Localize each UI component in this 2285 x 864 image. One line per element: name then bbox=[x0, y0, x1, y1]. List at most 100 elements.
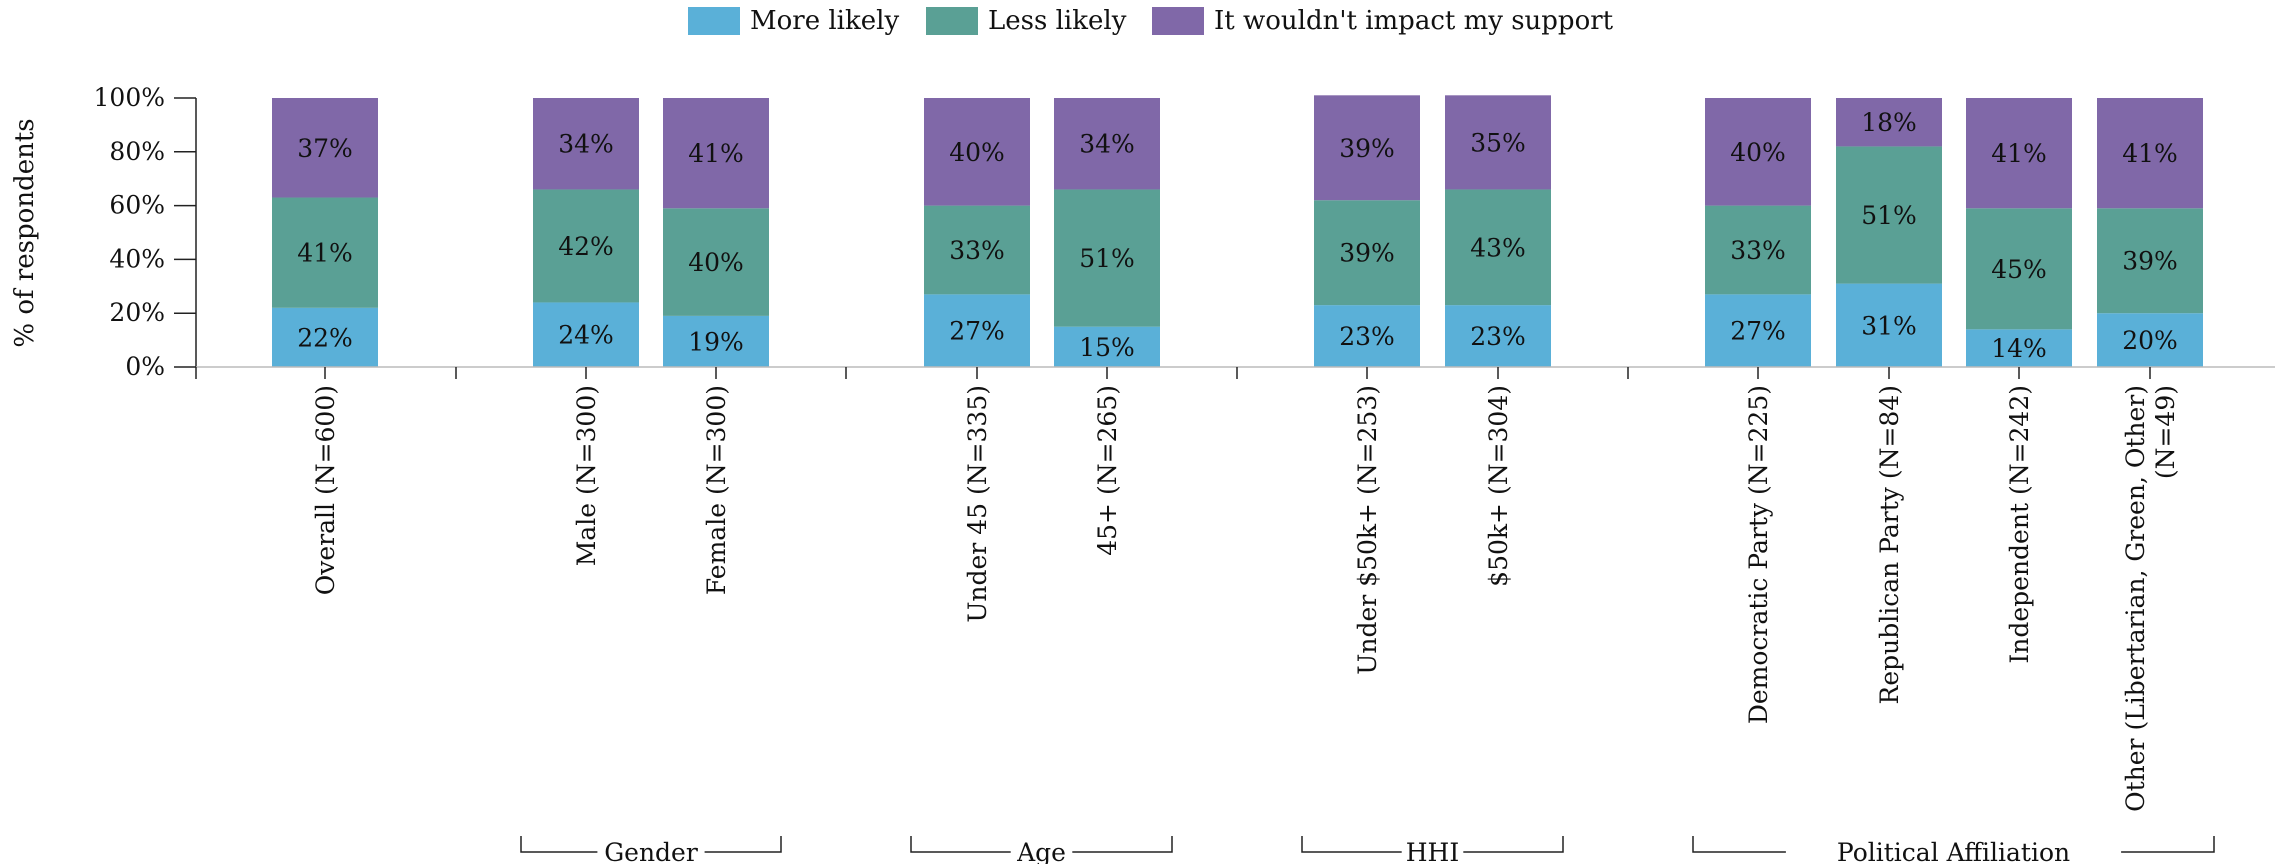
legend-swatch-no-impact bbox=[1152, 7, 1204, 35]
data-label: 22% bbox=[297, 323, 353, 352]
bar-segment bbox=[1314, 200, 1420, 306]
group-bracket-left bbox=[520, 836, 598, 853]
data-label: 34% bbox=[1079, 130, 1135, 159]
data-label: 23% bbox=[1339, 322, 1395, 351]
bar-segment bbox=[1054, 189, 1160, 327]
y-axis-title: % of respondents bbox=[10, 118, 40, 347]
legend-swatch-more-likely bbox=[688, 7, 740, 35]
bar-segment bbox=[533, 189, 639, 303]
data-label: 42% bbox=[558, 232, 614, 261]
bar-segment bbox=[1705, 205, 1811, 295]
legend-item-more-likely[interactable]: More likely bbox=[688, 6, 899, 36]
bar-segment bbox=[1445, 95, 1551, 190]
group-label: HHI bbox=[1406, 838, 1459, 864]
bar-segment bbox=[924, 294, 1030, 367]
category-label: Under $50k+ (N=253) bbox=[1353, 385, 1382, 675]
data-label: 33% bbox=[949, 236, 1005, 265]
bar-segment bbox=[1054, 98, 1160, 190]
data-label: 40% bbox=[949, 138, 1005, 167]
group-bracket-left bbox=[1692, 836, 1786, 853]
bar-segment bbox=[533, 98, 639, 190]
bar-segment bbox=[1836, 283, 1942, 367]
data-label: 33% bbox=[1730, 236, 1786, 265]
data-label: 18% bbox=[1861, 108, 1917, 137]
data-label: 23% bbox=[1470, 322, 1526, 351]
data-label: 41% bbox=[297, 239, 353, 268]
category-label: Other (Libertarian, Green, Other) bbox=[2121, 385, 2150, 812]
data-label: 43% bbox=[1470, 233, 1526, 262]
group-label: Gender bbox=[604, 838, 698, 864]
y-tick-label: 80% bbox=[109, 137, 165, 166]
category-label: Democratic Party (N=225) bbox=[1744, 385, 1773, 724]
data-label: 19% bbox=[688, 327, 744, 356]
bar-segment bbox=[663, 208, 769, 316]
data-label: 39% bbox=[2122, 247, 2178, 276]
category-label: Independent (N=242) bbox=[2005, 385, 2034, 664]
y-tick-label: 100% bbox=[94, 83, 165, 112]
bar-segment bbox=[2097, 313, 2203, 367]
data-label: 51% bbox=[1079, 244, 1135, 273]
data-label: 40% bbox=[1730, 138, 1786, 167]
data-label: 39% bbox=[1339, 239, 1395, 268]
data-label: 41% bbox=[1991, 139, 2047, 168]
y-tick-label: 0% bbox=[125, 352, 165, 381]
data-label: 24% bbox=[558, 321, 614, 350]
bar-segment bbox=[1314, 95, 1420, 201]
data-label: 37% bbox=[297, 134, 353, 163]
bar-segment bbox=[1705, 98, 1811, 206]
legend-label-less-likely: Less likely bbox=[988, 6, 1127, 36]
data-label: 31% bbox=[1861, 311, 1917, 340]
data-label: 14% bbox=[1991, 334, 2047, 363]
bar-segment bbox=[272, 197, 378, 308]
category-label: Overall (N=600) bbox=[311, 385, 340, 595]
data-label: 41% bbox=[688, 139, 744, 168]
group-bracket-right bbox=[704, 836, 782, 853]
legend-swatch-less-likely bbox=[926, 7, 978, 35]
bar-segment bbox=[1314, 305, 1420, 367]
data-label: 41% bbox=[2122, 139, 2178, 168]
bar-segment bbox=[2097, 208, 2203, 314]
legend-label-no-impact: It wouldn't impact my support bbox=[1214, 6, 1614, 36]
bar-segment bbox=[1054, 326, 1160, 367]
data-label: 15% bbox=[1079, 333, 1135, 362]
bar-segment bbox=[1705, 294, 1811, 367]
category-label: $50k+ (N=304) bbox=[1484, 385, 1513, 587]
data-label: 35% bbox=[1470, 128, 1526, 157]
category-label: Female (N=300) bbox=[702, 385, 731, 595]
bar-segment bbox=[272, 98, 378, 198]
data-label: 45% bbox=[1991, 255, 2047, 284]
data-label: 34% bbox=[558, 130, 614, 159]
bar-segment bbox=[272, 307, 378, 367]
bar-segment bbox=[924, 205, 1030, 295]
data-label: 20% bbox=[2122, 326, 2178, 355]
bar-segment bbox=[1836, 146, 1942, 284]
legend: More likely Less likely It wouldn't impa… bbox=[0, 6, 2285, 36]
group-bracket-left bbox=[910, 836, 1011, 853]
legend-item-no-impact[interactable]: It wouldn't impact my support bbox=[1152, 6, 1613, 36]
data-label: 27% bbox=[949, 317, 1005, 346]
y-tick-label: 40% bbox=[109, 244, 165, 273]
legend-item-less-likely[interactable]: Less likely bbox=[926, 6, 1126, 36]
bar-segment bbox=[1966, 98, 2072, 209]
category-label: Republican Party (N=84) bbox=[1875, 385, 1904, 704]
bar-segment bbox=[533, 302, 639, 367]
group-bracket-right bbox=[2121, 836, 2215, 853]
bar-segment bbox=[2097, 98, 2203, 209]
bar-segment bbox=[1966, 208, 2072, 330]
legend-label-more-likely: More likely bbox=[750, 6, 900, 36]
data-label: 40% bbox=[688, 248, 744, 277]
group-bracket-left bbox=[1301, 836, 1402, 853]
category-label: (N=49) bbox=[2151, 385, 2180, 479]
group-bracket-right bbox=[1463, 836, 1564, 853]
bar-segment bbox=[1966, 329, 2072, 367]
group-label: Political Affiliation bbox=[1837, 838, 2070, 864]
data-label: 51% bbox=[1861, 201, 1917, 230]
bar-segment bbox=[663, 98, 769, 209]
category-label: Male (N=300) bbox=[572, 385, 601, 566]
data-label: 27% bbox=[1730, 317, 1786, 346]
group-bracket-right bbox=[1072, 836, 1173, 853]
category-label: Under 45 (N=335) bbox=[963, 385, 992, 623]
bar-segment bbox=[1445, 305, 1551, 367]
data-label: 39% bbox=[1339, 134, 1395, 163]
